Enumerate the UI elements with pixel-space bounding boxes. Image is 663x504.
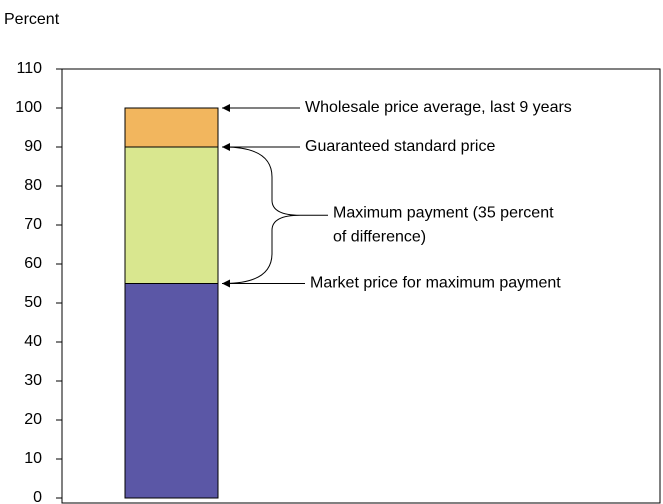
annotation-brace — [223, 146, 328, 284]
y-tick-label: 70 — [24, 216, 42, 233]
y-tick-label: 60 — [24, 255, 42, 272]
y-tick-label: 0 — [33, 489, 42, 504]
bar-segment — [124, 146, 219, 284]
plot-frame — [61, 68, 661, 504]
bar-segment — [124, 107, 219, 148]
annotation: Guaranteed standard price — [305, 138, 495, 155]
y-tick-label: 110 — [16, 60, 42, 77]
y-tick-label: 30 — [24, 372, 42, 389]
bar-segment — [124, 283, 219, 499]
y-tick-label: 20 — [24, 411, 42, 428]
annotation: of difference) — [333, 228, 426, 245]
y-tick-label: 50 — [24, 294, 42, 311]
y-tick-label: 80 — [24, 177, 42, 194]
annotation: Market price for maximum payment — [310, 275, 561, 292]
y-axis-label: Percent — [4, 11, 60, 28]
y-tick-label: 90 — [24, 138, 42, 155]
annotation: Maximum payment (35 percent — [333, 204, 554, 221]
y-tick-label: 10 — [24, 450, 42, 467]
y-tick-label: 40 — [24, 333, 42, 350]
annotation: Wholesale price average, last 9 years — [305, 99, 572, 116]
y-tick-label: 100 — [15, 99, 42, 116]
